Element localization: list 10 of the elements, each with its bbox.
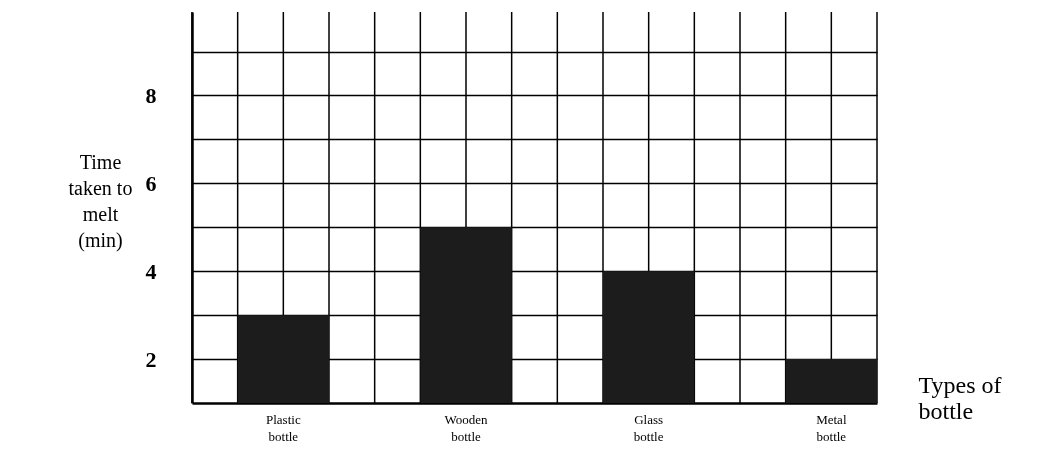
x-tick-label: Wooden bottle: [444, 411, 488, 444]
x-tick-label: Metal bottle: [816, 411, 847, 444]
x-tick-label: Glass bottle: [633, 411, 664, 444]
y-axis-title: Time taken to melt (min): [68, 150, 133, 252]
y-tick-label: 8: [145, 82, 157, 108]
y-tick-label: 6: [145, 170, 157, 196]
x-axis-title: Types of bottle: [918, 371, 1002, 424]
y-tick-label: 2: [145, 346, 157, 372]
y-tick-label: 4: [145, 258, 157, 284]
x-tick-label: Plastic bottle: [266, 411, 301, 444]
